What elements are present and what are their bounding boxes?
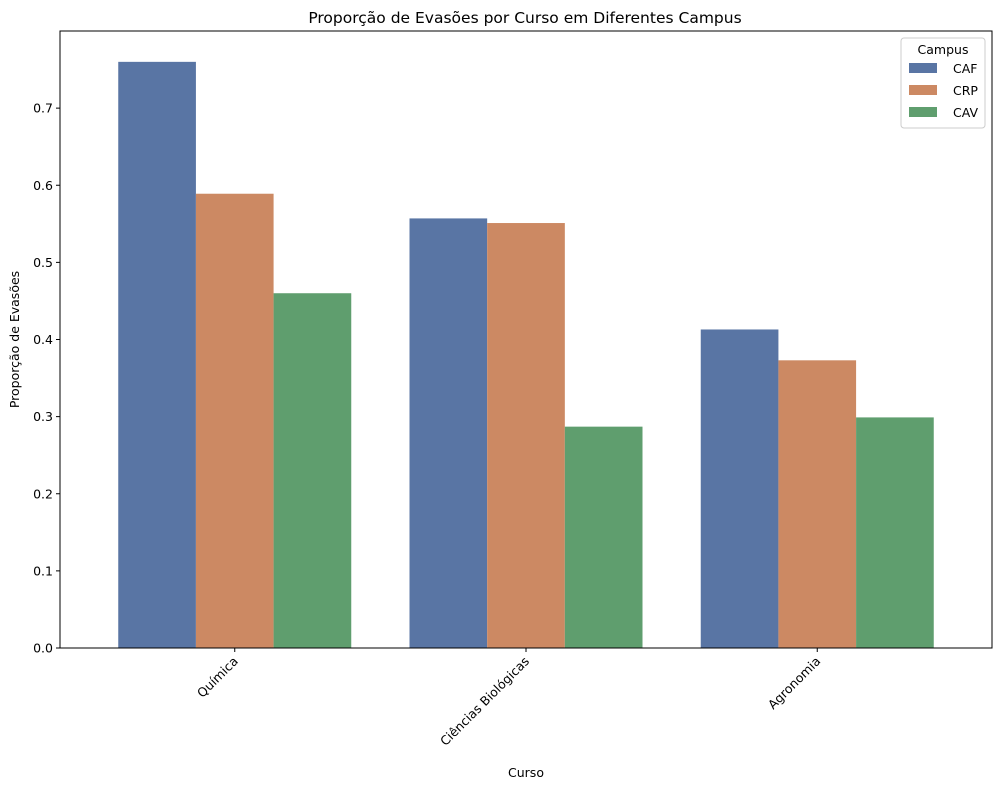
bar-crp-1 bbox=[487, 223, 565, 649]
legend-swatch-caf bbox=[909, 63, 937, 73]
legend: Campus CAF CRP CAV bbox=[900, 37, 986, 129]
y-tick-label: 0.2 bbox=[33, 486, 53, 501]
bar-cav-2 bbox=[856, 417, 934, 648]
chart-title: Proporção de Evasões por Curso em Difere… bbox=[308, 9, 741, 27]
legend-swatch-crp bbox=[909, 85, 937, 95]
bar-caf-1 bbox=[409, 218, 488, 648]
x-axis-label: Curso bbox=[508, 765, 544, 780]
legend-label-crp: CRP bbox=[953, 83, 978, 98]
y-tick-label: 0.5 bbox=[33, 255, 53, 270]
bar-cav-1 bbox=[564, 426, 643, 648]
y-tick-label: 0.0 bbox=[33, 641, 53, 656]
plot-frame bbox=[59, 30, 993, 649]
legend-label-cav: CAV bbox=[953, 105, 978, 120]
legend-box bbox=[900, 37, 986, 129]
y-axis: 0.0 0.1 0.2 0.3 0.4 0.5 0.6 0.7 bbox=[33, 101, 60, 656]
legend-swatch-cav bbox=[909, 107, 937, 117]
bar-crp-2 bbox=[778, 360, 857, 648]
y-tick-label: 0.7 bbox=[33, 101, 53, 116]
legend-title: Campus bbox=[918, 42, 969, 57]
x-tick-label: Agronomia bbox=[765, 654, 824, 713]
legend-entries: CAF CRP CAV bbox=[909, 61, 978, 120]
bar-cav-0 bbox=[273, 293, 352, 648]
bars-layer bbox=[118, 61, 934, 649]
x-axis: Química Ciências Biológicas Agronomia bbox=[194, 648, 823, 749]
x-tick-label: Ciências Biológicas bbox=[437, 654, 532, 749]
x-tick-label: Química bbox=[194, 654, 241, 701]
y-tick-label: 0.1 bbox=[33, 563, 53, 578]
y-axis-label: Proporção de Evasões bbox=[7, 271, 22, 408]
legend-label-caf: CAF bbox=[953, 61, 977, 76]
bar-crp-0 bbox=[195, 193, 274, 649]
bar-caf-2 bbox=[700, 329, 779, 648]
y-tick-label: 0.6 bbox=[33, 178, 53, 193]
y-tick-label: 0.3 bbox=[33, 409, 53, 424]
y-tick-label: 0.4 bbox=[33, 332, 53, 347]
bar-caf-0 bbox=[118, 61, 196, 649]
